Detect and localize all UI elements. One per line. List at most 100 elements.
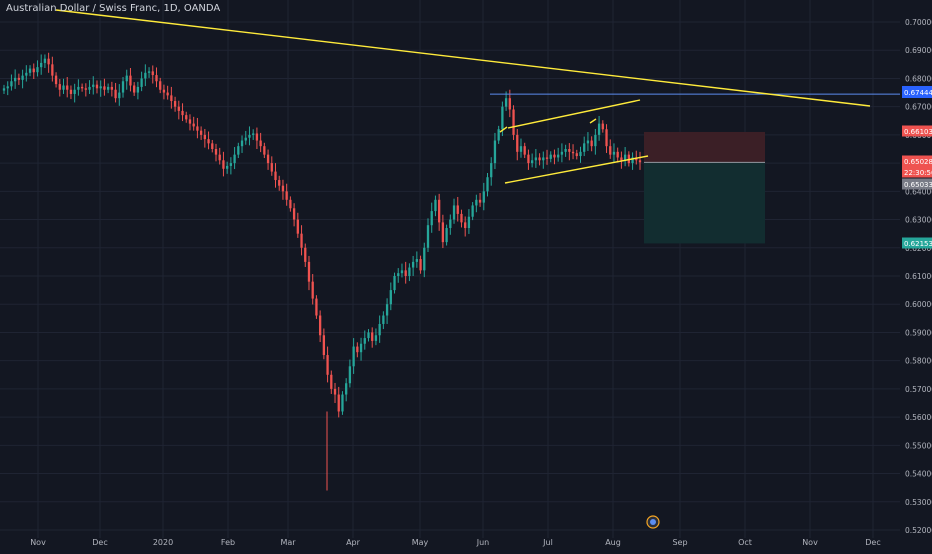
- candle-body: [482, 191, 485, 203]
- x-tick-label: May: [412, 538, 429, 547]
- candle-body: [166, 92, 169, 96]
- breakout-tick-2[interactable]: [589, 118, 597, 124]
- candle-body: [252, 133, 255, 135]
- x-tick-label: Dec: [92, 538, 107, 547]
- candle-body: [326, 355, 329, 375]
- candle-body: [36, 67, 39, 73]
- candle-body: [199, 130, 203, 135]
- event-marker-icon[interactable]: [646, 515, 660, 529]
- candle-body: [475, 199, 478, 206]
- candle-body: [605, 129, 608, 147]
- candle-body: [497, 129, 500, 141]
- breakout-tick-1[interactable]: [499, 126, 508, 133]
- drawings[interactable]: [55, 9, 900, 184]
- candle-body: [389, 290, 392, 305]
- candle-body: [69, 89, 73, 94]
- candle-body: [378, 323, 381, 336]
- x-tick-label: 2020: [153, 538, 173, 547]
- candle-body: [333, 388, 337, 395]
- candle-body: [456, 205, 459, 214]
- candle-body: [125, 75, 128, 82]
- candle-body: [62, 85, 65, 90]
- candle-body: [266, 154, 270, 164]
- channel-upper-line[interactable]: [507, 99, 641, 129]
- candle-body: [530, 160, 534, 164]
- candle-body: [54, 75, 58, 85]
- price-labels: 0.67444 0.66103 0.65028 22:30:56 0.65033 0.62…: [902, 86, 932, 249]
- candle-body: [638, 160, 642, 163]
- candle-body: [248, 134, 251, 138]
- candles: [2, 52, 642, 491]
- markers[interactable]: [646, 515, 660, 529]
- channel-lower-line[interactable]: [504, 155, 649, 184]
- candle-body: [307, 261, 311, 282]
- x-tick-label: Apr: [346, 538, 361, 547]
- candle-body: [423, 247, 426, 271]
- candle-body: [471, 205, 474, 217]
- candle-body: [155, 75, 158, 82]
- candle-body: [557, 154, 560, 158]
- candle-body: [233, 154, 236, 164]
- candle-body: [363, 338, 366, 344]
- candle-body: [612, 151, 616, 155]
- candle-body: [159, 81, 162, 90]
- candle-body: [240, 140, 244, 147]
- candle-body: [103, 86, 106, 90]
- candle-body: [255, 133, 259, 141]
- target-zone: [644, 162, 765, 244]
- candle-body: [549, 154, 552, 159]
- price-label-countdown: 22:30:56: [904, 169, 932, 177]
- candle-body: [181, 110, 184, 116]
- candle-body: [222, 160, 225, 169]
- candle-body: [188, 119, 192, 124]
- price-label-bg: [902, 178, 932, 190]
- candle-body: [478, 199, 482, 203]
- candle-body: [114, 89, 117, 99]
- candle-body: [196, 126, 199, 131]
- candle-body: [571, 151, 575, 154]
- x-tick-label: Dec: [865, 538, 880, 547]
- x-tick-label: Nov: [30, 538, 46, 547]
- price-label-target: 0.62153: [904, 240, 932, 248]
- candle-body: [579, 151, 582, 157]
- candle-body: [620, 157, 623, 161]
- x-tick-label: Nov: [802, 538, 818, 547]
- long-downtrend-line[interactable]: [55, 9, 871, 107]
- candle-body: [352, 346, 355, 367]
- candle-body: [162, 89, 166, 93]
- candle-body: [597, 123, 601, 135]
- candle-body: [486, 177, 489, 192]
- candle-body: [564, 149, 567, 152]
- candle-body: [404, 270, 407, 276]
- candle-body: [95, 84, 99, 89]
- candle-body: [14, 77, 17, 82]
- symbol-title: Australian Dollar / Swiss Franc, 1D, OAN…: [6, 3, 221, 14]
- candle-body: [586, 140, 590, 144]
- x-tick-label: Jun: [476, 538, 490, 547]
- candle-body: [527, 154, 530, 164]
- candle-body: [408, 267, 411, 276]
- candle-body: [129, 75, 132, 86]
- candle-body: [374, 335, 378, 341]
- candle-body: [32, 68, 35, 73]
- candle-body: [270, 163, 273, 172]
- candle-body: [136, 86, 140, 93]
- candle-body: [367, 332, 370, 339]
- candle-body: [315, 298, 318, 316]
- candle-body: [430, 211, 433, 226]
- candle-body: [58, 84, 61, 90]
- candle-body: [106, 86, 110, 90]
- candle-body: [538, 157, 541, 161]
- candle-body: [118, 92, 121, 99]
- candle-body: [594, 134, 597, 147]
- candle-body: [542, 157, 545, 161]
- candle-body: [348, 366, 352, 384]
